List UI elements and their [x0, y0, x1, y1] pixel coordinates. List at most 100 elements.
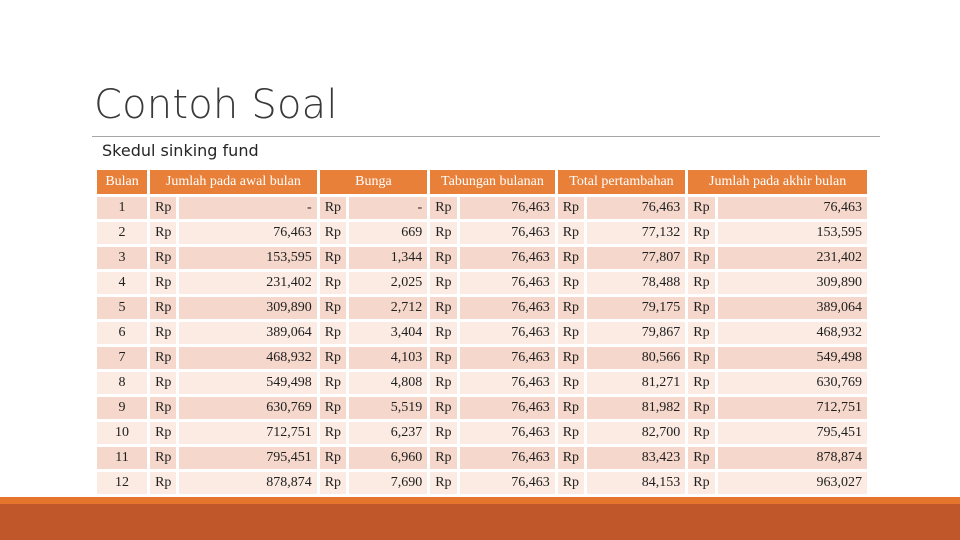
cell-awal: 231,402: [179, 272, 317, 294]
cell-bulan: 7: [97, 347, 148, 369]
table-row: 10 Rp 712,751 Rp 6,237 Rp 76,463 Rp 82,700 Rp 795,…: [97, 422, 867, 444]
cell-tabungan: 76,463: [459, 297, 555, 319]
cell-currency: Rp: [150, 422, 177, 444]
cell-currency: Rp: [430, 197, 457, 219]
cell-tabungan: 76,463: [459, 347, 555, 369]
cell-total: 81,271: [587, 372, 686, 394]
cell-currency: Rp: [688, 347, 715, 369]
table-row: 7 Rp 468,932 Rp 4,103 Rp 76,463 Rp 80,566 Rp 549,4…: [97, 347, 867, 369]
cell-currency: Rp: [557, 347, 585, 369]
cell-akhir: 963,027: [717, 472, 867, 494]
cell-total: 76,463: [587, 197, 686, 219]
cell-currency: Rp: [557, 397, 585, 419]
cell-awal: 549,498: [179, 372, 317, 394]
cell-total: 78,488: [587, 272, 686, 294]
cell-currency: Rp: [319, 397, 347, 419]
cell-currency: Rp: [688, 247, 715, 269]
table-body: 1 Rp - Rp - Rp 76,463 Rp 76,463 Rp 76,463 2 Rp 76,463…: [97, 197, 867, 494]
cell-bulan: 12: [97, 472, 148, 494]
table-row: 8 Rp 549,498 Rp 4,808 Rp 76,463 Rp 81,271 Rp 630,7…: [97, 372, 867, 394]
footer-bar: [0, 497, 960, 540]
cell-awal: 878,874: [179, 472, 317, 494]
cell-currency: Rp: [430, 222, 457, 244]
table-row: 6 Rp 389,064 Rp 3,404 Rp 76,463 Rp 79,867 Rp 468,9…: [97, 322, 867, 344]
cell-currency: Rp: [688, 372, 715, 394]
cell-currency: Rp: [319, 422, 347, 444]
slide-subtitle: Skedul sinking fund: [102, 141, 259, 160]
cell-bulan: 4: [97, 272, 148, 294]
cell-total: 79,867: [587, 322, 686, 344]
cell-currency: Rp: [557, 247, 585, 269]
cell-bulan: 9: [97, 397, 148, 419]
cell-currency: Rp: [430, 297, 457, 319]
cell-currency: Rp: [430, 472, 457, 494]
header-jumlah-awal: Jumlah pada awal bulan: [150, 170, 317, 194]
title-divider: [92, 136, 880, 137]
cell-currency: Rp: [688, 297, 715, 319]
cell-akhir: 630,769: [717, 372, 867, 394]
table-row: 5 Rp 309,890 Rp 2,712 Rp 76,463 Rp 79,175 Rp 389,0…: [97, 297, 867, 319]
cell-bunga: 7,690: [349, 472, 428, 494]
cell-bunga: 2,712: [349, 297, 428, 319]
footer-accent-line: [0, 497, 960, 504]
cell-bulan: 2: [97, 222, 148, 244]
cell-currency: Rp: [557, 272, 585, 294]
header-jumlah-akhir: Jumlah pada akhir bulan: [688, 170, 867, 194]
table-row: 2 Rp 76,463 Rp 669 Rp 76,463 Rp 77,132 Rp 153,595: [97, 222, 867, 244]
cell-bunga: 1,344: [349, 247, 428, 269]
cell-currency: Rp: [430, 322, 457, 344]
cell-awal: 795,451: [179, 447, 317, 469]
sinking-fund-table-container: Bulan Jumlah pada awal bulan Bunga Tabun…: [94, 167, 870, 497]
cell-bunga: 6,960: [349, 447, 428, 469]
header-total: Total pertambahan: [557, 170, 686, 194]
cell-tabungan: 76,463: [459, 272, 555, 294]
cell-akhir: 878,874: [717, 447, 867, 469]
cell-tabungan: 76,463: [459, 447, 555, 469]
cell-currency: Rp: [557, 297, 585, 319]
cell-currency: Rp: [688, 322, 715, 344]
cell-awal: 468,932: [179, 347, 317, 369]
cell-currency: Rp: [150, 447, 177, 469]
cell-total: 77,132: [587, 222, 686, 244]
cell-total: 79,175: [587, 297, 686, 319]
table-row: 3 Rp 153,595 Rp 1,344 Rp 76,463 Rp 77,807 Rp 231,4…: [97, 247, 867, 269]
cell-currency: Rp: [688, 197, 715, 219]
cell-currency: Rp: [150, 247, 177, 269]
cell-bulan: 10: [97, 422, 148, 444]
cell-currency: Rp: [430, 372, 457, 394]
cell-currency: Rp: [150, 472, 177, 494]
cell-tabungan: 76,463: [459, 197, 555, 219]
cell-currency: Rp: [557, 447, 585, 469]
cell-currency: Rp: [150, 297, 177, 319]
cell-currency: Rp: [319, 222, 347, 244]
cell-bulan: 1: [97, 197, 148, 219]
cell-currency: Rp: [557, 197, 585, 219]
cell-currency: Rp: [150, 397, 177, 419]
cell-currency: Rp: [319, 297, 347, 319]
cell-bunga: -: [349, 197, 428, 219]
cell-bulan: 6: [97, 322, 148, 344]
cell-currency: Rp: [319, 372, 347, 394]
cell-total: 80,566: [587, 347, 686, 369]
cell-total: 82,700: [587, 422, 686, 444]
cell-currency: Rp: [557, 322, 585, 344]
cell-bunga: 669: [349, 222, 428, 244]
cell-currency: Rp: [150, 272, 177, 294]
cell-currency: Rp: [557, 472, 585, 494]
cell-awal: 712,751: [179, 422, 317, 444]
cell-currency: Rp: [688, 472, 715, 494]
cell-currency: Rp: [319, 347, 347, 369]
cell-tabungan: 76,463: [459, 322, 555, 344]
cell-tabungan: 76,463: [459, 222, 555, 244]
table-row: 11 Rp 795,451 Rp 6,960 Rp 76,463 Rp 83,423 Rp 878,…: [97, 447, 867, 469]
cell-currency: Rp: [688, 222, 715, 244]
cell-currency: Rp: [150, 347, 177, 369]
cell-currency: Rp: [319, 197, 347, 219]
cell-bulan: 8: [97, 372, 148, 394]
cell-akhir: 795,451: [717, 422, 867, 444]
table-row: 1 Rp - Rp - Rp 76,463 Rp 76,463 Rp 76,463: [97, 197, 867, 219]
cell-total: 83,423: [587, 447, 686, 469]
cell-currency: Rp: [150, 372, 177, 394]
cell-currency: Rp: [150, 197, 177, 219]
cell-awal: 630,769: [179, 397, 317, 419]
